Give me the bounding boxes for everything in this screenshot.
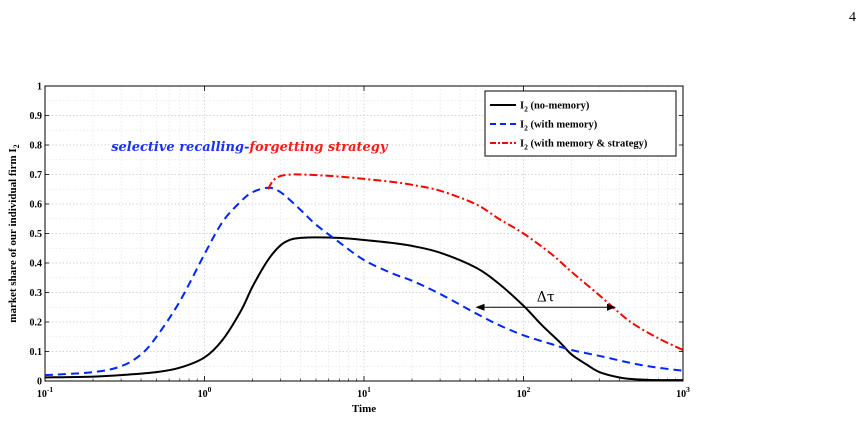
x-tick-label: 10-1 <box>37 385 53 400</box>
y-tick-label: 0.2 <box>30 318 43 329</box>
y-tick-label: 0.5 <box>30 229 43 240</box>
delta-tau-arrowhead-left <box>475 303 485 311</box>
y-axis-label: market share of our individual firm I2 <box>7 144 21 322</box>
delta-tau-label: Δτ <box>537 289 555 305</box>
series-line-1 <box>44 186 684 377</box>
series-line-2 <box>267 173 684 351</box>
x-tick-label: 102 <box>517 385 531 400</box>
y-axis-label-main: market share of our individual firm I <box>7 148 19 322</box>
y-tick-label: 0.8 <box>30 141 43 152</box>
y-tick-label: 0.7 <box>30 170 43 181</box>
page-number: 4 <box>849 10 856 25</box>
legend: I2 (no-memory) I2 (with memory) I2 (with m… <box>484 90 677 157</box>
strategy-annotation: selective recalling-forgetting strategy <box>111 140 389 155</box>
y-tick-label: 0.4 <box>30 259 43 270</box>
x-tick-label: 100 <box>198 385 212 400</box>
legend-box <box>484 90 677 157</box>
legend-entry-1: I2 (with memory) <box>520 120 598 133</box>
x-tick-label: 101 <box>357 385 371 400</box>
annotation-part-recalling: selective recalling- <box>111 140 249 155</box>
annotation-part-forgetting: forgetting strategy <box>248 140 388 155</box>
y-tick-label: 0.1 <box>30 347 43 358</box>
x-tick-label: 103 <box>676 385 690 400</box>
y-tick-label: 0.6 <box>30 200 43 211</box>
legend-entry-0: I2 (no-memory) <box>520 101 590 114</box>
series-line-0 <box>44 236 684 382</box>
y-tick-label: 0 <box>37 377 42 388</box>
y-tick-label: 1 <box>37 82 42 93</box>
ticks: 0 0.1 0.2 0.3 0.4 0.5 0.6 0.7 0.8 0.9 1 10-1 100 101 1… <box>30 82 691 401</box>
y-tick-label: 0.9 <box>30 111 43 122</box>
delta-tau-arrowhead-right <box>606 303 616 311</box>
grid <box>45 86 683 381</box>
x-axis-label: Time <box>352 403 376 415</box>
y-axis-label-sub: 2 <box>12 144 21 148</box>
legend-entry-2: I2 (with memory & strategy) <box>520 139 648 152</box>
y-tick-label: 0.3 <box>30 288 43 299</box>
delta-tau-arrow: Δτ <box>475 289 616 311</box>
series-layer <box>44 173 684 382</box>
